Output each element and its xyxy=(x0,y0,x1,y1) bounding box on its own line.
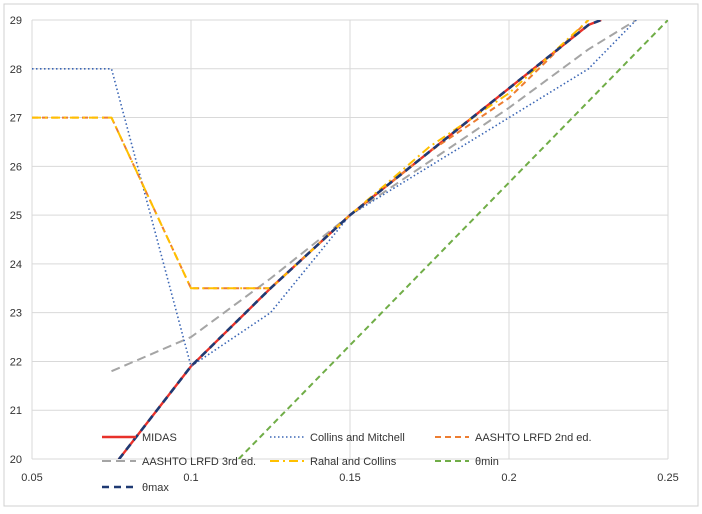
chart-border xyxy=(3,3,699,507)
y-tick-label: 20 xyxy=(10,454,22,466)
series-layer xyxy=(32,20,668,459)
legend-label: Rahal and Collins xyxy=(310,456,397,468)
y-tick-label: 23 xyxy=(10,308,22,320)
legend-label: θmax xyxy=(142,482,169,494)
series-line-max xyxy=(117,20,602,459)
legend-label: AASHTO LRFD 2nd ed. xyxy=(475,432,592,444)
legend-label: MIDAS xyxy=(142,432,177,444)
x-tick-label: 0.05 xyxy=(21,472,42,484)
series-line-min xyxy=(237,20,668,459)
y-tick-label: 25 xyxy=(10,210,22,222)
y-tick-label: 21 xyxy=(10,405,22,417)
x-tick-label: 0.15 xyxy=(339,472,360,484)
x-axis-ticks: 0.05 0.1 0.15 0.2 0.25 xyxy=(21,472,678,484)
legend-label: Collins and Mitchell xyxy=(310,432,405,444)
legend-label: θmin xyxy=(475,456,499,468)
y-tick-label: 28 xyxy=(10,64,22,76)
series-line-aashto-lrfd-3rd-ed xyxy=(111,20,637,373)
legend: MIDAS Collins and Mitchell AASHTO LRFD 2nd… xyxy=(102,432,592,494)
x-tick-label: 0.25 xyxy=(657,472,678,484)
x-tick-label: 0.1 xyxy=(183,472,198,484)
x-tick-label: 0.2 xyxy=(501,472,516,484)
y-tick-label: 29 xyxy=(10,15,22,27)
legend-label: AASHTO LRFD 3rd ed. xyxy=(142,456,256,468)
y-axis-ticks: 20 21 22 23 24 25 26 27 28 29 xyxy=(10,15,22,466)
y-tick-label: 26 xyxy=(10,161,22,173)
series-line-rahal-and-collins xyxy=(32,20,590,290)
y-tick-label: 22 xyxy=(10,356,22,368)
y-tick-label: 24 xyxy=(10,259,22,271)
y-tick-label: 27 xyxy=(10,113,22,125)
